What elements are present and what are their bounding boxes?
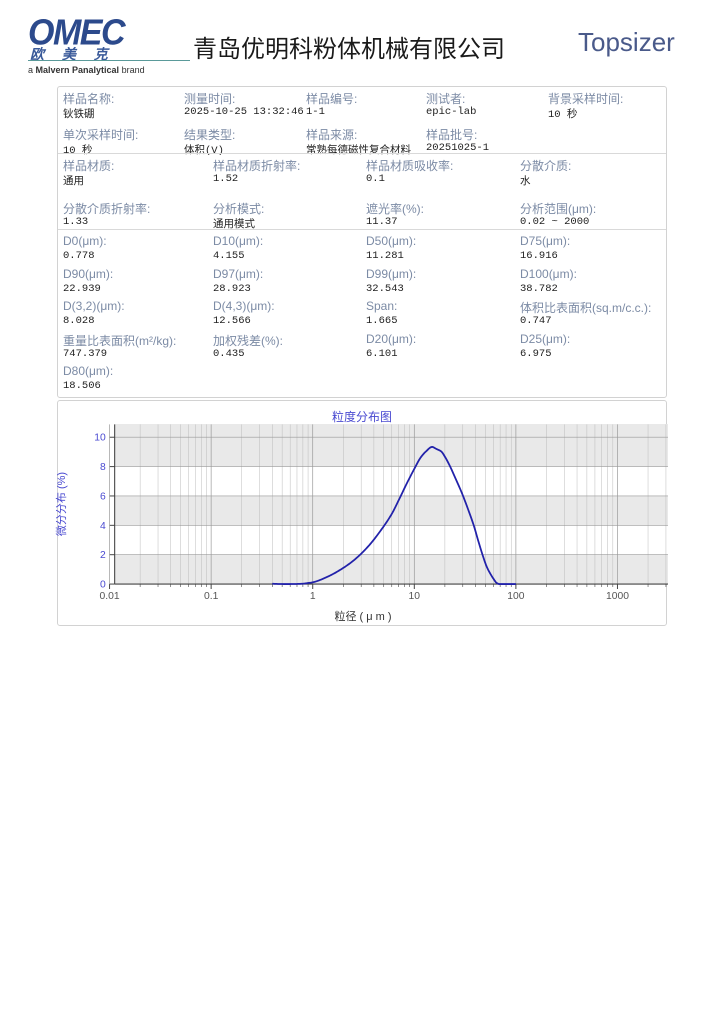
svg-text:10: 10: [409, 591, 421, 602]
svg-text:100: 100: [507, 591, 524, 602]
svg-text:1: 1: [310, 591, 316, 602]
svg-text:0: 0: [100, 580, 106, 591]
svg-text:2: 2: [100, 550, 106, 561]
svg-text:0.1: 0.1: [204, 591, 219, 602]
svg-text:10: 10: [94, 433, 106, 444]
svg-text:4: 4: [100, 521, 106, 532]
svg-text:8: 8: [100, 462, 106, 473]
svg-text:6: 6: [100, 491, 106, 502]
svg-text:1000: 1000: [606, 591, 629, 602]
svg-text:0.01: 0.01: [100, 591, 120, 602]
